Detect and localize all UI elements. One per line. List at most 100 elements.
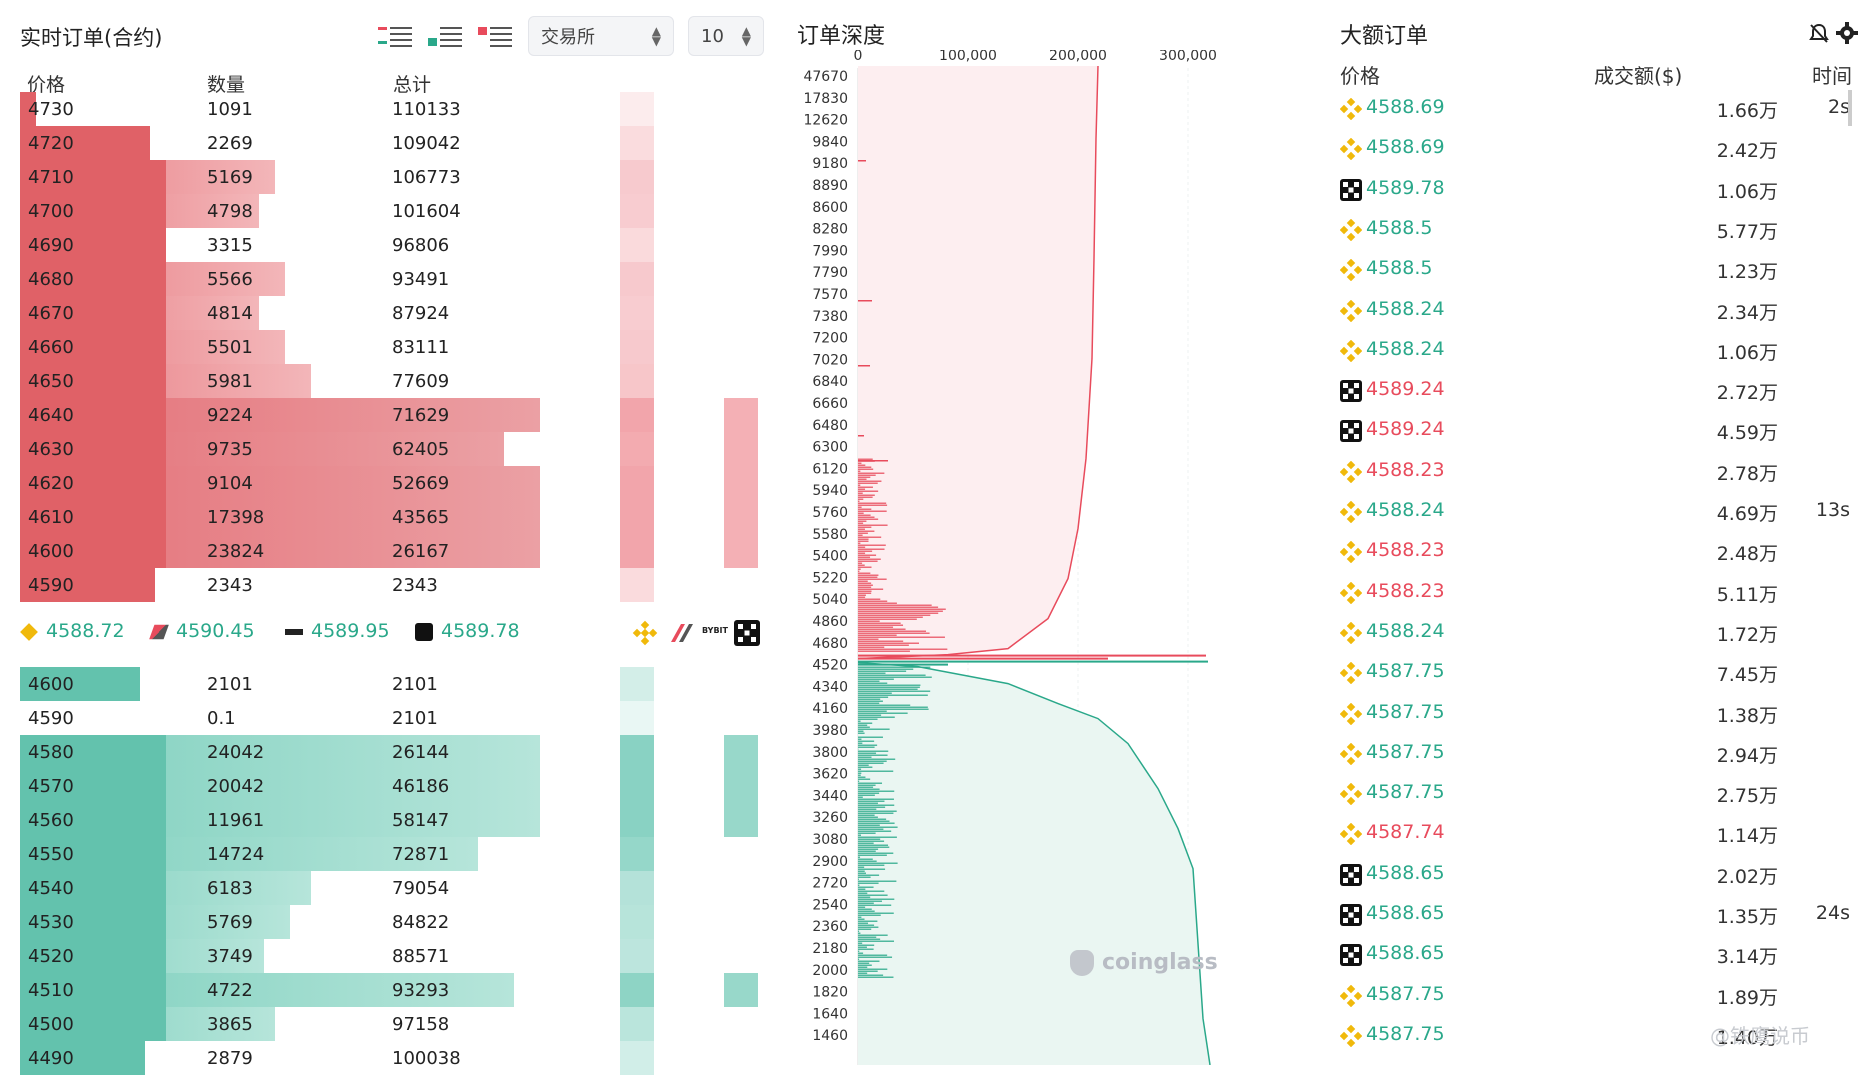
bid-level-bar bbox=[858, 813, 893, 814]
lo-amount: 1.06万 bbox=[1618, 177, 1778, 204]
bid-level-bar bbox=[858, 917, 861, 918]
bitget-icon[interactable] bbox=[667, 620, 695, 646]
heat-cell bbox=[620, 160, 654, 194]
cell-total: 109042 bbox=[392, 133, 461, 154]
lo-price: 4588.24 bbox=[1366, 298, 1445, 320]
lo-price: 4587.75 bbox=[1366, 983, 1445, 1005]
bybit-icon[interactable]: BYBIT bbox=[702, 626, 728, 635]
depth-select[interactable]: 10 ▲▼ bbox=[688, 16, 764, 56]
ask-level-bar bbox=[858, 485, 860, 486]
cell-qty: 4722 bbox=[207, 980, 253, 1001]
orderbook-both-icon[interactable] bbox=[378, 24, 414, 50]
lo-price: 4588.24 bbox=[1366, 338, 1445, 360]
bid-level-bar bbox=[858, 841, 884, 842]
cell-qty: 4798 bbox=[207, 201, 253, 222]
exchange-select[interactable]: 交易所 ▲▼ bbox=[528, 16, 674, 56]
ask-level-bar bbox=[858, 557, 870, 558]
bid-level-bar bbox=[858, 713, 908, 714]
cell-total: 2343 bbox=[392, 575, 438, 596]
lo-amount: 2.02万 bbox=[1618, 862, 1778, 889]
bid-level-bar bbox=[858, 803, 878, 804]
lo-amount: 2.94万 bbox=[1618, 741, 1778, 768]
ask-spike-bar bbox=[858, 658, 1108, 660]
bid-level-bar bbox=[858, 761, 887, 762]
bid-level-bar bbox=[858, 937, 876, 938]
bid-level-bar bbox=[858, 843, 874, 844]
lo-price: 4588.65 bbox=[1366, 902, 1445, 924]
ask-level-bar bbox=[858, 477, 870, 478]
bid-level-bar bbox=[858, 765, 869, 766]
mute-bell-icon[interactable] bbox=[1808, 22, 1830, 44]
y-tick-label: 6120 bbox=[812, 461, 848, 477]
okx-icon[interactable] bbox=[734, 620, 760, 646]
binance-icon bbox=[1340, 1025, 1362, 1047]
orderbook-asks-icon[interactable] bbox=[478, 24, 514, 50]
scrollbar[interactable] bbox=[1848, 90, 1852, 126]
ask-level-bar bbox=[858, 573, 870, 574]
cell-price: 4630 bbox=[28, 439, 74, 460]
bid-level-bar bbox=[858, 929, 871, 930]
heat-cell bbox=[620, 837, 654, 871]
ask-level-bar bbox=[858, 555, 876, 556]
ask-level-bar bbox=[858, 525, 888, 526]
bid-spike-bar bbox=[858, 664, 948, 666]
ask-level-bar bbox=[858, 611, 943, 612]
ask-level-bar bbox=[858, 625, 903, 626]
orderbook-bids-icon[interactable] bbox=[428, 24, 464, 50]
updown-chevron-icon: ▲▼ bbox=[652, 26, 661, 46]
gear-icon[interactable] bbox=[1836, 22, 1858, 44]
cell-price: 4600 bbox=[28, 541, 74, 562]
binance-icon[interactable] bbox=[632, 620, 658, 646]
